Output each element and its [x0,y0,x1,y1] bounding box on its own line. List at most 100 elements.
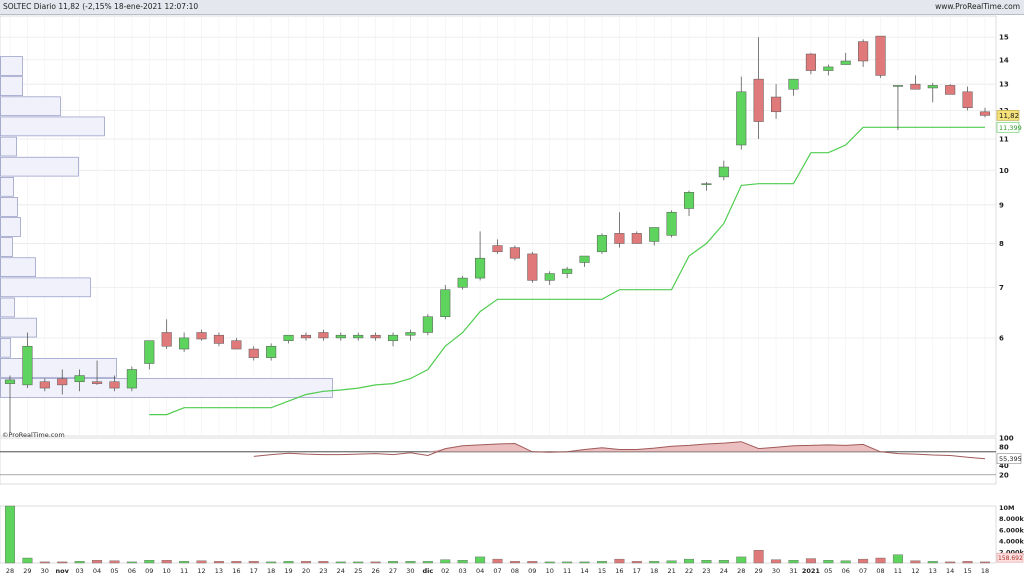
y-tick-label: 6 [999,334,1004,342]
volume-bar [405,561,416,564]
candle-body [92,381,103,384]
y-tick-label: 13 [999,81,1009,89]
x-tick-label: 05 [824,567,832,575]
volume-bar [144,560,155,564]
x-tick-label: 15 [963,567,971,575]
candle-body [683,192,695,209]
x-tick-label: nov [56,567,70,575]
x-tick-label: 10 [546,567,554,575]
candle-body [666,211,677,236]
x-tick-label: 31 [789,567,797,575]
x-tick-label: 13 [215,567,223,575]
volume-bar [718,560,729,564]
x-tick-label: 25 [354,567,362,575]
x-tick-label: 06 [128,567,136,575]
volume-bar [527,561,538,564]
volume-bar [179,561,190,564]
volume-profile-bar [0,177,14,197]
candle-body [405,332,416,336]
x-tick-label: 17 [250,567,258,575]
candle-body [457,277,468,288]
candle-body [248,348,259,358]
volume-bar [457,560,468,564]
candle-body [823,66,834,71]
volume-tick-label: 6.000k [999,526,1024,534]
x-tick-label: 24 [337,567,345,575]
volume-bar [335,561,346,564]
candle-body [631,233,642,244]
candle-body [562,268,573,274]
osc-last-box [996,453,1022,464]
stop-price-box [996,121,1020,133]
x-tick-label: 18 [981,567,989,575]
candle-body [614,233,625,244]
volume-bar [422,561,433,564]
volume-bar [753,550,764,564]
volume-bar [805,558,816,564]
volume-profile-bar [0,197,18,217]
x-tick-label: 18 [650,567,658,575]
osc-tick-label: 20 [999,471,1009,479]
volume-bar [388,561,399,564]
candle-body [753,78,764,122]
candle-body [39,381,50,389]
candle-body [440,289,451,317]
volume-bar [266,561,277,564]
candle-body [945,85,956,95]
x-tick-label: 30 [41,567,49,575]
candle-body [736,91,747,146]
candle-body [771,96,782,113]
osc-tick-label: 40 [999,462,1009,470]
x-tick-label: 04 [476,567,484,575]
x-tick-label: 07 [493,567,501,575]
volume-bar [927,561,938,564]
candle-body [805,53,816,71]
x-tick-label: 02 [441,567,449,575]
candle-body [179,337,190,350]
x-tick-label: 04 [93,567,101,575]
site-url: www.ProRealTime.com [935,2,1020,11]
volume-bar [57,561,68,564]
osc-tick-label: 80 [999,444,1009,452]
y-tick-label: 15 [999,34,1009,42]
candle-body [596,235,608,253]
candle-body [109,381,120,389]
volume-bar [353,561,364,564]
candle-body [126,369,137,389]
x-tick-label: 19 [284,567,292,575]
volume-bar [5,505,15,564]
candle-body [875,35,886,76]
volume-bar [649,561,660,564]
volume-profile-bar [0,237,13,257]
candle-body [196,332,207,340]
volume-tick-label: 2.000k [999,548,1024,556]
volume-panel-frame [0,505,997,564]
volume-bar [109,560,120,564]
x-tick-label: 09 [528,567,536,575]
x-tick-label: 03 [459,567,467,575]
x-tick-label: 24 [720,567,728,575]
volume-bar [858,558,869,564]
candle-body [544,273,555,281]
osc-line [253,441,986,460]
volume-bar [283,561,294,564]
volume-bar [736,556,747,564]
osc-area-fill [253,441,986,452]
x-tick-label: 23 [319,567,327,575]
volume-last-label: 158.692 [998,555,1023,562]
candle-body [231,340,242,350]
osc-tick-label: 100 [999,435,1014,443]
x-tick-label: 10 [163,567,171,575]
last-price-label: 11,82 [999,112,1019,120]
volume-bar [492,558,503,564]
x-tick-label: 26 [371,567,379,575]
x-tick-label: 12 [911,567,919,575]
volume-tick-label: 10M [999,504,1015,512]
x-tick-label: 05 [110,567,118,575]
volume-bar [370,561,381,564]
x-tick-label: 06 [842,567,850,575]
y-tick-label: 9 [999,201,1004,209]
volume-tick-label: 4.000k [999,537,1024,545]
candle-body [387,334,399,341]
x-tick-label: 29 [23,567,31,575]
